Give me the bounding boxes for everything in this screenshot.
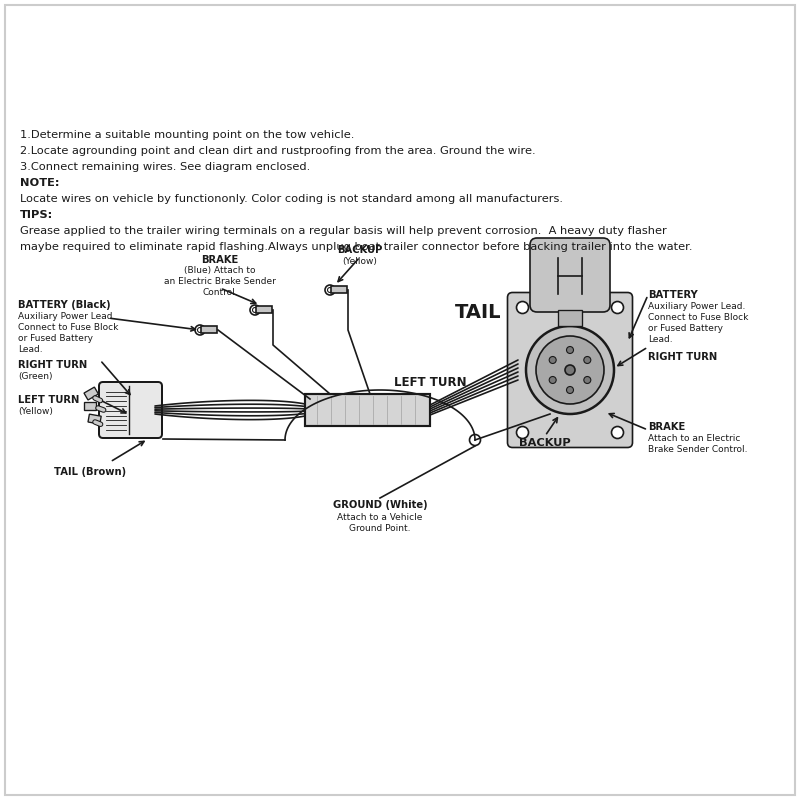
Text: BACKUP: BACKUP — [338, 245, 382, 255]
Text: NOTE:: NOTE: — [20, 178, 59, 188]
Text: Auxiliary Power Lead.: Auxiliary Power Lead. — [648, 302, 746, 311]
Circle shape — [611, 302, 623, 314]
Bar — [558, 310, 582, 326]
Text: BACKUP: BACKUP — [519, 438, 571, 448]
Circle shape — [584, 357, 591, 363]
Circle shape — [536, 336, 604, 404]
Text: TIPS:: TIPS: — [20, 210, 54, 220]
Text: Brake Sender Control.: Brake Sender Control. — [648, 445, 747, 454]
Circle shape — [195, 325, 205, 335]
Text: Grease applied to the trailer wiring terminals on a regular basis will help prev: Grease applied to the trailer wiring ter… — [20, 226, 666, 236]
Text: TAIL (Brown): TAIL (Brown) — [54, 467, 126, 477]
Circle shape — [611, 426, 623, 438]
Circle shape — [565, 365, 575, 375]
Bar — [331, 286, 347, 293]
Text: GROUND (White): GROUND (White) — [333, 500, 427, 510]
Text: Ground Point.: Ground Point. — [350, 524, 410, 533]
Text: 1.Determine a suitable mounting point on the tow vehicle.: 1.Determine a suitable mounting point on… — [20, 130, 354, 140]
Text: RIGHT TURN: RIGHT TURN — [648, 352, 718, 362]
FancyBboxPatch shape — [530, 238, 610, 312]
Text: LEFT TURN: LEFT TURN — [18, 395, 79, 405]
Text: (Yellow): (Yellow) — [18, 407, 53, 416]
Bar — [256, 306, 272, 313]
Circle shape — [327, 287, 333, 293]
Circle shape — [566, 346, 574, 354]
Circle shape — [470, 434, 481, 446]
FancyBboxPatch shape — [99, 382, 162, 438]
Text: 2.Locate agrounding point and clean dirt and rustproofing from the area. Ground : 2.Locate agrounding point and clean dirt… — [20, 146, 536, 156]
Text: Lead.: Lead. — [18, 345, 42, 354]
Text: 3.Connect remaining wires. See diagram enclosed.: 3.Connect remaining wires. See diagram e… — [20, 162, 310, 172]
FancyBboxPatch shape — [507, 293, 633, 447]
Text: or Fused Battery: or Fused Battery — [18, 334, 93, 343]
Circle shape — [566, 386, 574, 394]
Text: Attach to an Electric: Attach to an Electric — [648, 434, 740, 443]
Text: BRAKE: BRAKE — [648, 422, 686, 432]
Circle shape — [549, 377, 556, 383]
Text: LEFT TURN: LEFT TURN — [394, 375, 466, 389]
Text: Lead.: Lead. — [648, 335, 673, 344]
Text: (Green): (Green) — [18, 372, 53, 381]
Circle shape — [325, 285, 335, 295]
Text: RIGHT TURN: RIGHT TURN — [18, 360, 87, 370]
Text: Control.: Control. — [202, 288, 238, 297]
Circle shape — [517, 426, 529, 438]
Text: or Fused Battery: or Fused Battery — [648, 324, 723, 333]
Bar — [88, 414, 102, 424]
Bar — [84, 387, 98, 400]
Circle shape — [250, 305, 260, 315]
Text: Connect to Fuse Block: Connect to Fuse Block — [18, 323, 118, 332]
Text: Connect to Fuse Block: Connect to Fuse Block — [648, 313, 748, 322]
Text: BATTERY: BATTERY — [648, 290, 698, 300]
Circle shape — [584, 377, 591, 383]
Bar — [201, 326, 217, 333]
Circle shape — [526, 326, 614, 414]
Circle shape — [253, 307, 258, 313]
Text: Auxiliary Power Lead.: Auxiliary Power Lead. — [18, 312, 115, 321]
Text: an Electric Brake Sender: an Electric Brake Sender — [164, 277, 276, 286]
Text: Locate wires on vehicle by functiononly. Color coding is not standard among all : Locate wires on vehicle by functiononly.… — [20, 194, 563, 204]
Bar — [305, 394, 430, 426]
Circle shape — [549, 357, 556, 363]
Text: TAIL: TAIL — [454, 302, 502, 322]
Circle shape — [517, 302, 529, 314]
Text: BATTERY (Black): BATTERY (Black) — [18, 300, 110, 310]
Circle shape — [198, 327, 202, 333]
Text: (Blue) Attach to: (Blue) Attach to — [184, 266, 256, 275]
Text: (Yellow): (Yellow) — [342, 257, 378, 266]
Text: Attach to a Vehicle: Attach to a Vehicle — [338, 513, 422, 522]
Bar — [84, 402, 96, 410]
Text: BRAKE: BRAKE — [202, 255, 238, 265]
Text: maybe required to eliminate rapid flashing.Always unplug boat trailer connector : maybe required to eliminate rapid flashi… — [20, 242, 693, 252]
